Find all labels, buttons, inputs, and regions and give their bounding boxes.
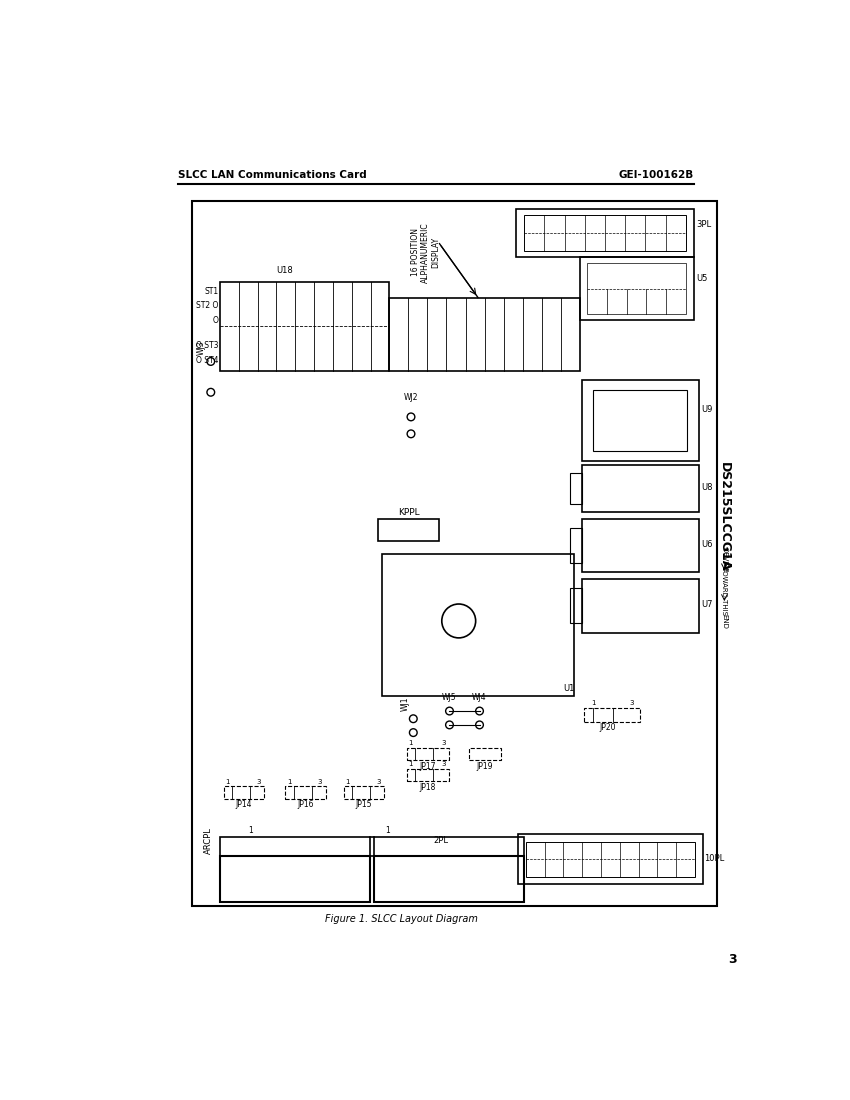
Text: 1: 1	[592, 700, 596, 706]
Text: U18: U18	[276, 266, 293, 275]
Text: WJ1: WJ1	[400, 696, 410, 711]
Text: U5: U5	[696, 274, 707, 283]
Text: ARCPL: ARCPL	[204, 827, 213, 854]
Text: GEI-100162B: GEI-100162B	[618, 169, 694, 179]
Bar	[593, 389, 688, 451]
Text: WJ4: WJ4	[473, 693, 487, 702]
Bar	[220, 836, 370, 856]
Bar	[374, 836, 524, 856]
Bar	[374, 856, 524, 902]
Text: JP14: JP14	[235, 801, 252, 810]
Text: 3: 3	[318, 779, 322, 785]
Bar	[224, 786, 264, 799]
Text: 3PL: 3PL	[696, 220, 711, 229]
Text: SLCC LAN Communications Card: SLCC LAN Communications Card	[178, 169, 366, 179]
Text: 3: 3	[630, 700, 634, 706]
Bar	[525, 842, 695, 877]
Text: WJ2: WJ2	[404, 393, 418, 402]
Bar	[220, 856, 370, 902]
Text: DEVICE: DEVICE	[722, 547, 728, 572]
Text: 3: 3	[256, 779, 261, 785]
Text: Figure 1. SLCC Layout Diagram: Figure 1. SLCC Layout Diagram	[325, 914, 478, 924]
Bar	[344, 786, 384, 799]
Bar	[582, 379, 699, 461]
Text: JP17: JP17	[420, 762, 436, 771]
Bar	[389, 297, 580, 371]
Text: 2PL: 2PL	[434, 836, 448, 845]
Bar	[570, 528, 582, 563]
Text: JP19: JP19	[477, 762, 493, 771]
Text: 1: 1	[346, 779, 350, 785]
Text: 1: 1	[409, 761, 413, 768]
Text: DS215SLCCG1A: DS215SLCCG1A	[718, 462, 731, 572]
Bar	[582, 579, 699, 632]
Text: 10PL: 10PL	[705, 855, 724, 864]
Text: U7: U7	[701, 601, 713, 609]
Text: ST1: ST1	[204, 287, 218, 296]
Bar	[582, 464, 699, 513]
Text: 1: 1	[386, 826, 390, 835]
Bar	[584, 708, 640, 722]
Text: O: O	[212, 316, 218, 326]
Text: 3: 3	[377, 779, 381, 785]
Bar	[582, 518, 699, 572]
Bar	[587, 263, 686, 313]
Text: WJ3: WJ3	[196, 340, 205, 355]
Text: 3: 3	[441, 740, 445, 747]
Bar	[407, 769, 450, 781]
Bar	[580, 256, 694, 320]
Text: JP15: JP15	[356, 801, 372, 810]
Text: 3: 3	[728, 954, 736, 966]
Bar	[286, 786, 326, 799]
Bar	[570, 587, 582, 624]
Bar	[382, 554, 575, 696]
Text: O ST4: O ST4	[196, 356, 218, 365]
Text: U6: U6	[701, 540, 713, 549]
Text: 1: 1	[225, 779, 230, 785]
Text: 1: 1	[248, 826, 253, 835]
Text: 3: 3	[441, 761, 445, 768]
Text: 1: 1	[287, 779, 292, 785]
Bar	[220, 282, 389, 371]
Text: JP18: JP18	[420, 783, 436, 792]
Text: 1: 1	[409, 740, 413, 747]
Text: JP16: JP16	[298, 801, 314, 810]
Bar	[570, 473, 582, 504]
Text: KPPL: KPPL	[398, 508, 420, 517]
Text: U8: U8	[701, 483, 713, 492]
Text: O ST3: O ST3	[196, 341, 218, 350]
Text: WJ5: WJ5	[442, 693, 456, 702]
Bar	[407, 748, 450, 760]
Text: U1: U1	[563, 683, 575, 693]
Bar	[468, 748, 501, 760]
Bar	[524, 216, 686, 251]
Bar	[191, 201, 717, 906]
Text: END: END	[722, 614, 728, 628]
Bar	[378, 519, 439, 541]
Text: U9: U9	[701, 405, 712, 414]
Text: ST2 O: ST2 O	[196, 300, 218, 310]
Bar	[518, 834, 703, 884]
Bar	[517, 209, 694, 256]
Text: JP20: JP20	[599, 724, 615, 733]
Text: 16 POSITION
ALPHANUMERIC
DISPLAY: 16 POSITION ALPHANUMERIC DISPLAY	[411, 222, 440, 283]
Text: TOWARD THIS: TOWARD THIS	[722, 565, 728, 615]
